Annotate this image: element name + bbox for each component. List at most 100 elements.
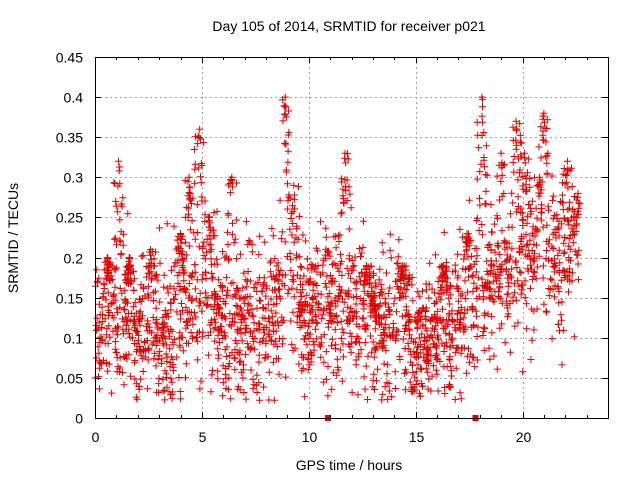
data-point xyxy=(226,321,234,329)
data-point xyxy=(208,261,216,269)
data-point xyxy=(192,295,200,303)
data-point xyxy=(160,283,168,291)
data-point xyxy=(168,378,176,386)
data-point xyxy=(514,176,522,184)
data-point xyxy=(363,271,371,279)
data-point xyxy=(250,319,258,327)
data-point xyxy=(359,314,367,322)
data-point xyxy=(344,291,352,299)
data-point xyxy=(411,373,419,381)
data-point xyxy=(385,290,393,297)
data-point xyxy=(229,293,237,301)
data-point xyxy=(352,361,360,369)
data-point xyxy=(93,314,101,322)
data-point xyxy=(560,267,568,275)
data-point xyxy=(343,264,351,272)
data-point xyxy=(386,230,394,238)
data-point xyxy=(473,245,481,253)
data-point xyxy=(405,325,413,333)
data-point xyxy=(555,299,563,307)
data-point xyxy=(129,268,137,276)
data-point xyxy=(401,285,409,293)
data-point xyxy=(173,236,181,244)
data-point xyxy=(491,248,499,256)
data-point xyxy=(415,292,423,300)
data-point xyxy=(304,264,312,272)
data-point xyxy=(434,331,442,339)
data-point xyxy=(513,264,521,271)
data-point xyxy=(287,256,295,264)
data-point xyxy=(208,275,216,283)
data-point xyxy=(144,294,152,302)
data-point xyxy=(424,368,432,376)
data-point xyxy=(93,266,101,274)
data-point xyxy=(282,373,290,381)
data-point xyxy=(185,210,193,218)
data-point xyxy=(127,372,135,380)
data-point xyxy=(425,294,433,302)
data-point xyxy=(119,369,127,377)
data-point xyxy=(273,300,281,308)
data-point xyxy=(316,341,324,349)
data-point xyxy=(201,197,209,205)
data-point xyxy=(207,235,215,243)
data-point xyxy=(446,300,454,308)
data-point xyxy=(406,378,414,386)
data-point xyxy=(377,280,385,288)
data-point xyxy=(552,261,560,269)
data-point xyxy=(455,297,463,305)
data-point xyxy=(457,395,465,403)
data-point xyxy=(244,268,252,275)
data-point xyxy=(193,337,201,345)
data-point xyxy=(295,212,303,220)
data-point xyxy=(281,238,289,246)
data-point xyxy=(394,259,402,267)
data-point xyxy=(154,276,162,284)
data-point xyxy=(368,348,376,356)
data-point xyxy=(309,306,317,314)
data-point xyxy=(494,241,501,249)
data-point xyxy=(466,263,474,271)
data-point xyxy=(333,371,341,379)
data-point xyxy=(280,102,288,110)
data-point xyxy=(244,306,252,314)
data-point xyxy=(481,163,489,171)
data-point xyxy=(496,250,504,258)
data-point xyxy=(171,259,179,267)
data-point xyxy=(370,353,378,361)
data-point xyxy=(497,266,505,274)
data-point xyxy=(483,268,491,275)
data-point xyxy=(159,387,167,395)
data-point xyxy=(533,227,541,235)
data-point xyxy=(281,139,289,147)
data-point xyxy=(437,286,445,294)
data-point xyxy=(561,215,569,223)
data-point xyxy=(312,311,319,319)
data-point xyxy=(363,262,370,270)
data-point xyxy=(364,352,372,360)
data-point xyxy=(367,332,374,340)
x-tick-label: 0 xyxy=(92,429,100,445)
data-point xyxy=(392,336,400,344)
data-point xyxy=(485,344,493,352)
data-point xyxy=(269,321,277,329)
data-point xyxy=(509,293,517,301)
data-point xyxy=(260,329,268,337)
data-point xyxy=(226,310,234,318)
data-point xyxy=(574,251,582,259)
data-point xyxy=(555,321,562,328)
data-point xyxy=(150,297,158,304)
data-point xyxy=(267,307,275,315)
data-point xyxy=(452,326,460,334)
data-point xyxy=(222,353,230,360)
data-point xyxy=(549,215,557,223)
data-point xyxy=(440,228,448,236)
y-tick-label: 0 xyxy=(75,411,83,427)
data-point xyxy=(235,358,243,366)
data-point xyxy=(274,277,282,285)
data-point xyxy=(486,355,494,363)
data-point xyxy=(213,208,221,215)
data-point xyxy=(561,233,569,241)
data-point xyxy=(188,309,196,316)
data-point xyxy=(309,286,317,294)
